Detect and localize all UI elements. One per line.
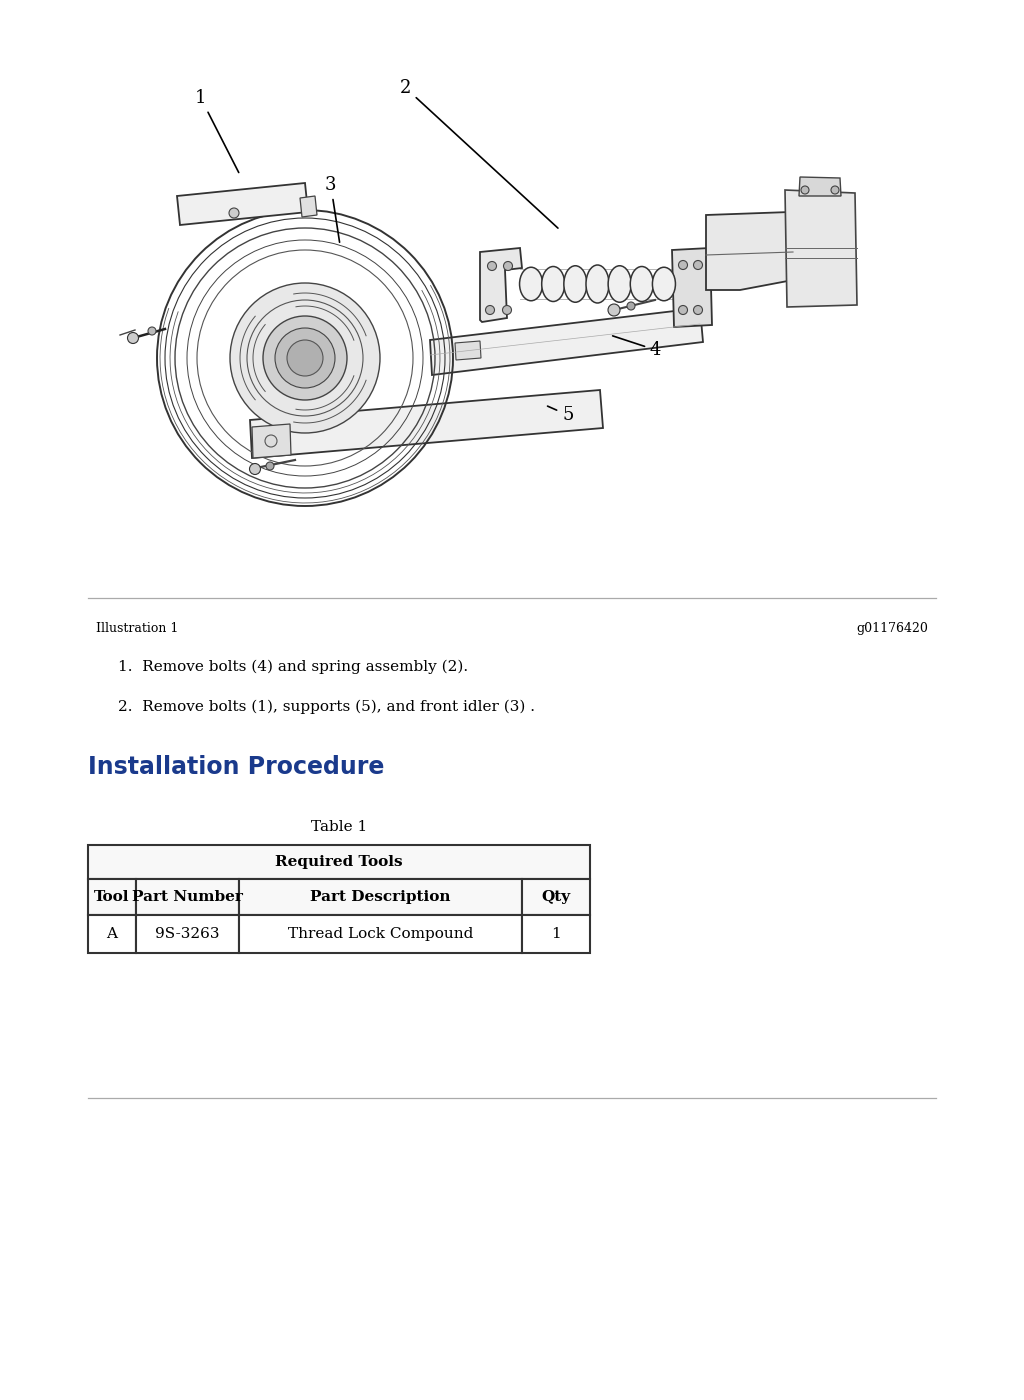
Text: Part Number: Part Number <box>132 890 243 904</box>
Polygon shape <box>455 342 481 360</box>
Ellipse shape <box>586 265 609 302</box>
Circle shape <box>275 328 335 388</box>
Bar <box>88 879 136 916</box>
Text: Qty: Qty <box>542 890 570 904</box>
Text: 9S-3263: 9S-3263 <box>155 927 219 941</box>
Circle shape <box>287 340 323 377</box>
Text: 2.  Remove bolts (1), supports (5), and front idler (3) .: 2. Remove bolts (1), supports (5), and f… <box>118 700 535 714</box>
Ellipse shape <box>564 266 587 302</box>
Text: 4: 4 <box>612 336 662 358</box>
Bar <box>522 916 590 953</box>
Bar <box>88 916 136 953</box>
Circle shape <box>627 302 635 309</box>
Bar <box>239 916 522 953</box>
Circle shape <box>265 435 278 447</box>
Polygon shape <box>785 190 857 307</box>
Circle shape <box>831 186 839 195</box>
Ellipse shape <box>630 266 653 301</box>
Polygon shape <box>672 248 712 328</box>
Circle shape <box>693 260 702 269</box>
Ellipse shape <box>542 266 564 301</box>
Text: g01176420: g01176420 <box>856 622 928 636</box>
Text: 1: 1 <box>551 927 561 941</box>
Circle shape <box>801 186 809 195</box>
Circle shape <box>693 305 702 315</box>
Polygon shape <box>480 248 522 322</box>
Text: Required Tools: Required Tools <box>275 855 402 869</box>
Circle shape <box>148 328 156 335</box>
Polygon shape <box>706 211 793 290</box>
Polygon shape <box>250 391 603 458</box>
Text: 2: 2 <box>400 78 558 228</box>
Polygon shape <box>799 176 841 196</box>
Ellipse shape <box>608 266 631 302</box>
Circle shape <box>487 262 497 270</box>
Text: Installation Procedure: Installation Procedure <box>88 755 384 778</box>
Bar <box>522 879 590 916</box>
Text: 1.  Remove bolts (4) and spring assembly (2).: 1. Remove bolts (4) and spring assembly … <box>118 659 468 675</box>
Circle shape <box>503 305 512 315</box>
Circle shape <box>679 305 687 315</box>
Circle shape <box>128 333 138 343</box>
Text: 5: 5 <box>548 406 573 424</box>
Bar <box>136 916 239 953</box>
Polygon shape <box>300 196 317 217</box>
Circle shape <box>485 305 495 315</box>
Bar <box>239 879 522 916</box>
Ellipse shape <box>652 267 676 301</box>
Circle shape <box>250 463 260 475</box>
Text: Thread Lock Compound: Thread Lock Compound <box>288 927 473 941</box>
Polygon shape <box>177 183 308 225</box>
Circle shape <box>263 316 347 400</box>
Bar <box>88 846 590 879</box>
Bar <box>136 879 239 916</box>
Circle shape <box>229 209 239 218</box>
Text: Tool: Tool <box>94 890 130 904</box>
Text: 1: 1 <box>195 90 239 172</box>
Circle shape <box>230 283 380 433</box>
Polygon shape <box>252 424 291 458</box>
Text: Table 1: Table 1 <box>311 820 368 834</box>
Text: Part Description: Part Description <box>310 890 451 904</box>
Text: 3: 3 <box>325 176 340 242</box>
Ellipse shape <box>519 267 543 301</box>
Circle shape <box>608 304 620 316</box>
Circle shape <box>266 462 274 470</box>
Polygon shape <box>430 308 703 375</box>
Text: Illustration 1: Illustration 1 <box>96 622 178 636</box>
Circle shape <box>679 260 687 269</box>
Text: A: A <box>106 927 118 941</box>
Circle shape <box>504 262 512 270</box>
